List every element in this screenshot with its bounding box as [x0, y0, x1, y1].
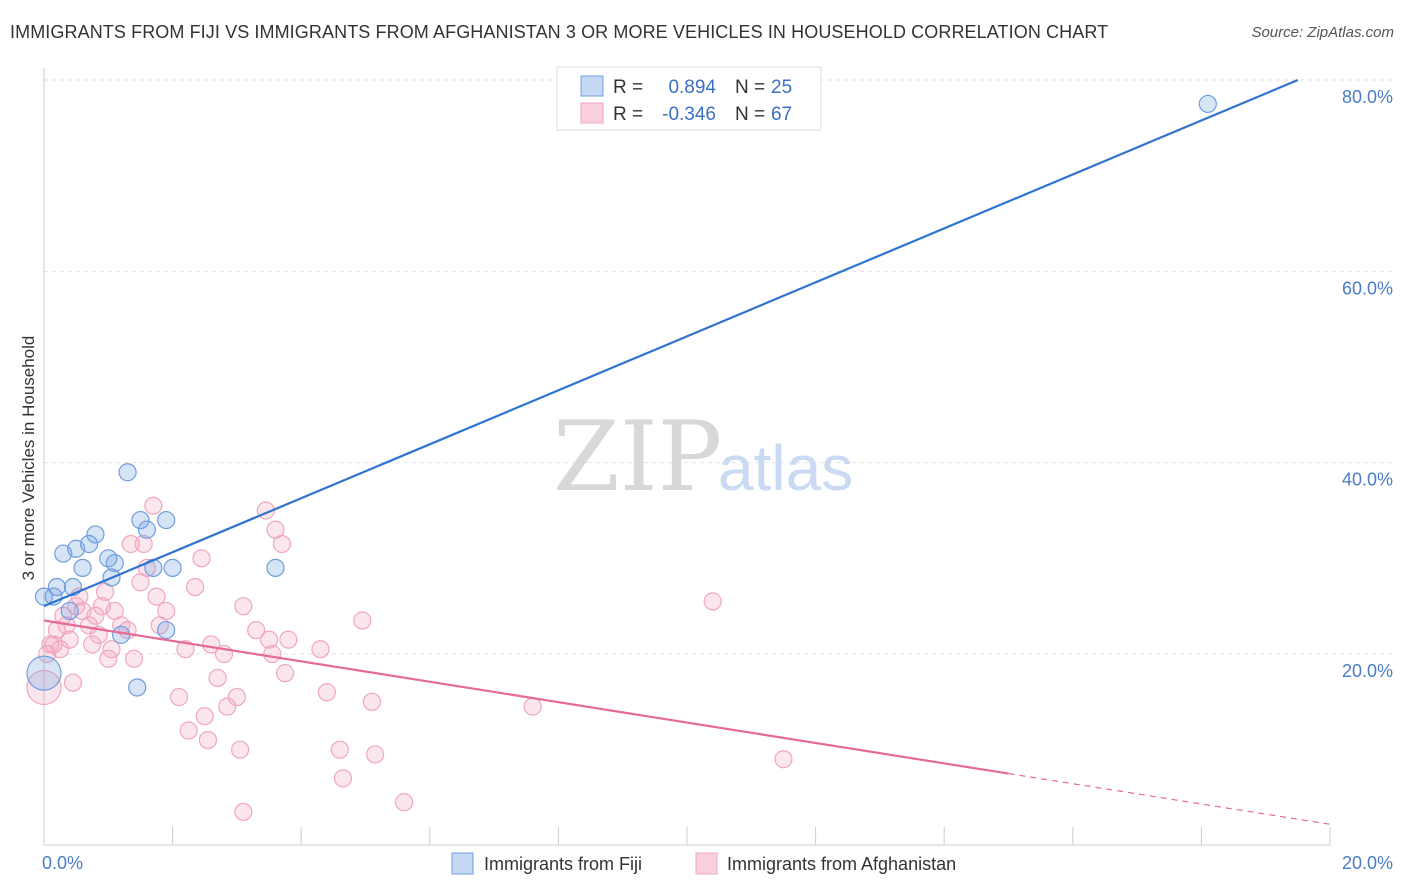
bottom-legend-label-afghanistan: Immigrants from Afghanistan	[727, 854, 956, 874]
trendline-afghanistan	[43, 619, 1009, 775]
point-afghanistan-59	[366, 745, 385, 764]
y-tick-label-40: 40.0%	[1342, 470, 1393, 490]
point-afghanistan-64	[44, 635, 63, 654]
legend-swatch-fiji	[580, 75, 604, 97]
point-afghanistan-56	[333, 769, 353, 788]
point-afghanistan-50	[276, 664, 295, 683]
point-fiji-13	[118, 463, 137, 482]
legend-afghanistan-r-label: R =	[613, 104, 643, 125]
legend-afghanistan-n-label: N =	[735, 104, 765, 125]
legend-afghanistan-n-value: 67	[771, 104, 792, 125]
y-axis-label: 3 or more Vehicles in Household	[19, 336, 38, 581]
point-afghanistan-62	[703, 592, 722, 611]
point-afghanistan-42	[231, 740, 250, 759]
point-fiji-19	[266, 558, 285, 578]
y-tick-label-60: 60.0%	[1342, 278, 1393, 298]
y-tick-labels: 20.0% 40.0% 60.0% 80.0%	[1342, 87, 1393, 681]
grid-lines	[44, 79, 1392, 655]
point-afghanistan-26	[144, 496, 163, 515]
point-afghanistan-36	[198, 730, 218, 750]
point-afghanistan-33	[186, 577, 205, 597]
point-afghanistan-21	[121, 534, 140, 554]
chart-title: IMMIGRANTS FROM FIJI VS IMMIGRANTS FROM …	[10, 22, 1109, 42]
series-afghanistan-points	[26, 496, 793, 821]
correlation-legend: R = 0.894 N = 25 R = -0.346 N = 67	[556, 66, 822, 131]
point-afghanistan-52	[234, 802, 253, 821]
x-tick-label-min: 0.0%	[42, 853, 83, 873]
legend-fiji-r-value: 0.894	[668, 77, 716, 98]
axes	[43, 68, 1331, 846]
point-fiji-18	[163, 558, 182, 578]
watermark-zip: ZIP	[553, 401, 722, 513]
point-afghanistan-16	[99, 649, 118, 668]
point-afghanistan-40	[218, 697, 237, 716]
point-afghanistan-12	[83, 635, 102, 654]
point-fiji-0	[26, 655, 62, 691]
series-legend: Immigrants from Fiji Immigrants from Afg…	[451, 852, 956, 875]
point-afghanistan-0	[26, 669, 62, 706]
point-fiji-14	[131, 510, 150, 530]
y-tick-label-80: 80.0%	[1342, 87, 1393, 107]
point-afghanistan-54	[317, 683, 337, 702]
point-fiji-24	[1198, 94, 1217, 114]
bottom-legend-swatch-fiji	[451, 852, 474, 875]
point-afghanistan-57	[353, 611, 372, 630]
point-afghanistan-41	[227, 687, 246, 707]
point-fiji-22	[128, 678, 147, 697]
point-afghanistan-34	[192, 549, 211, 568]
point-afghanistan-31	[176, 640, 195, 659]
bottom-legend-label-fiji: Immigrants from Fiji	[484, 854, 642, 874]
point-afghanistan-29	[157, 601, 176, 621]
point-afghanistan-35	[195, 707, 214, 726]
point-fiji-20	[112, 625, 131, 644]
bottom-legend-swatch-afghanistan	[695, 852, 718, 875]
point-afghanistan-63	[774, 750, 793, 769]
x-tick-label-max: 20.0%	[1342, 853, 1393, 873]
trend-lines	[43, 78, 1331, 825]
trendline-afghanistan-extension	[1008, 772, 1331, 825]
point-afghanistan-17	[102, 640, 121, 659]
point-afghanistan-58	[362, 692, 382, 711]
point-fiji-7	[73, 558, 92, 578]
point-afghanistan-46	[259, 630, 279, 649]
point-afghanistan-53	[311, 640, 330, 659]
point-afghanistan-24	[134, 534, 153, 554]
point-afghanistan-49	[272, 534, 292, 554]
point-fiji-9	[86, 525, 105, 544]
point-afghanistan-13	[86, 606, 105, 625]
point-fiji-8	[79, 534, 99, 554]
point-afghanistan-51	[279, 630, 298, 649]
y-tick-label-20: 20.0%	[1342, 661, 1393, 681]
point-afghanistan-60	[394, 793, 414, 812]
point-afghanistan-43	[234, 597, 253, 616]
legend-fiji-r-label: R =	[613, 77, 643, 98]
watermark-atlas: atlas	[718, 432, 853, 504]
legend-swatch-afghanistan	[580, 102, 604, 124]
point-fiji-4	[60, 601, 79, 621]
trendline-fiji	[43, 78, 1299, 608]
legend-afghanistan-r-value: -0.346	[662, 104, 716, 125]
point-fiji-2	[47, 577, 66, 597]
point-fiji-17	[157, 510, 176, 530]
series-fiji-points	[26, 94, 1217, 697]
chart-source: Source: ZipAtlas.com	[1251, 24, 1394, 41]
point-afghanistan-38	[208, 668, 227, 688]
point-afghanistan-27	[147, 587, 166, 606]
point-afghanistan-47	[263, 644, 282, 664]
point-afghanistan-22	[124, 649, 144, 668]
point-afghanistan-61	[523, 697, 542, 716]
point-afghanistan-44	[247, 620, 266, 640]
point-afghanistan-6	[60, 630, 79, 649]
point-fiji-12	[105, 554, 124, 573]
point-afghanistan-32	[179, 721, 198, 740]
point-fiji-15	[137, 520, 156, 539]
point-afghanistan-7	[63, 673, 83, 692]
legend-fiji-n-label: N =	[735, 77, 765, 98]
legend-fiji-n-value: 25	[771, 77, 792, 98]
point-afghanistan-30	[169, 687, 189, 707]
point-afghanistan-55	[330, 740, 349, 759]
point-fiji-21	[157, 620, 176, 640]
